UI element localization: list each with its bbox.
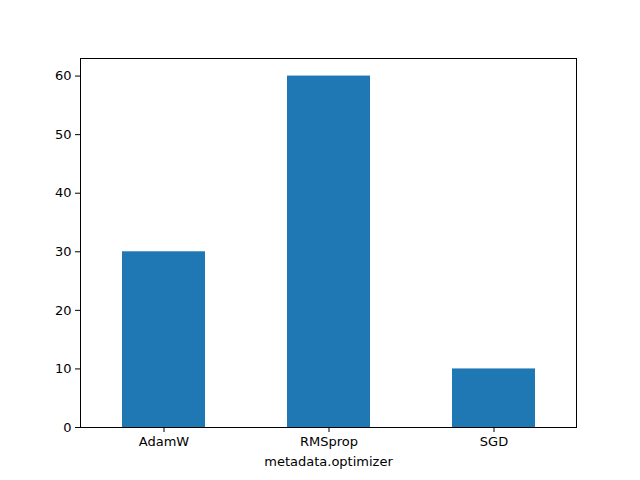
svg-text:20: 20 xyxy=(55,303,72,318)
svg-text:SGD: SGD xyxy=(480,434,508,449)
svg-text:AdamW: AdamW xyxy=(139,434,190,449)
svg-text:40: 40 xyxy=(55,185,72,200)
svg-text:RMSprop: RMSprop xyxy=(300,434,358,449)
svg-text:30: 30 xyxy=(55,244,72,259)
svg-text:50: 50 xyxy=(55,127,72,142)
svg-text:metadata.optimizer: metadata.optimizer xyxy=(264,454,393,469)
svg-text:10: 10 xyxy=(55,361,72,376)
svg-text:60: 60 xyxy=(55,68,72,83)
svg-text:0: 0 xyxy=(63,420,71,435)
